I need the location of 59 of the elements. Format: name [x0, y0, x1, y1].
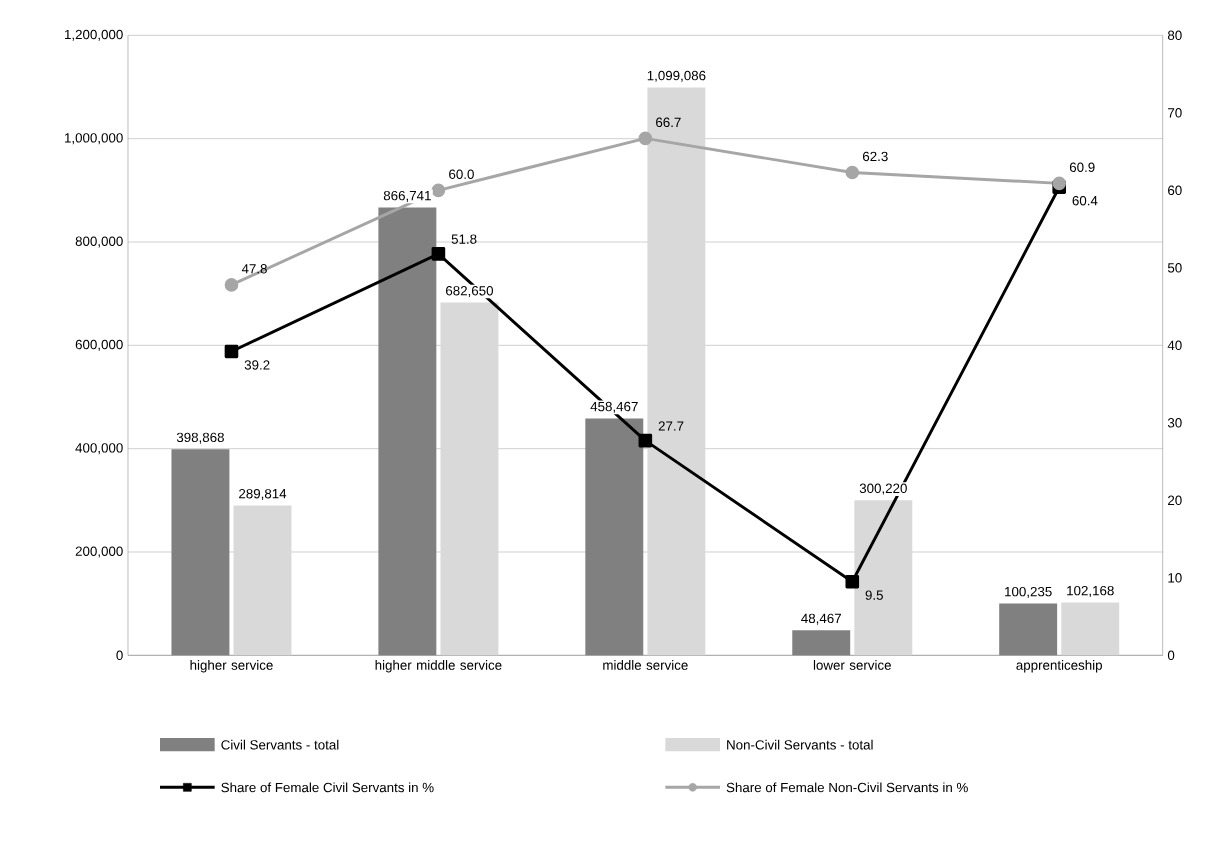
y2-tick-label: 50 — [1167, 263, 1182, 273]
data-label: 866,741 — [383, 190, 431, 202]
point — [1052, 176, 1067, 191]
data-label: 102,168 — [1067, 585, 1114, 597]
point — [845, 165, 860, 180]
data-label: 398,868 — [176, 432, 224, 444]
data-label: 47.8 — [241, 264, 267, 274]
y2-tick-label: 30 — [1167, 418, 1182, 428]
y-tick-label: 0 — [116, 650, 123, 661]
data-label: 60.4 — [1072, 195, 1098, 206]
y-tick-label: 400,000 — [75, 443, 123, 455]
y2-tick-label: 80 — [1167, 30, 1182, 41]
y2-tick-label: 70 — [1168, 108, 1182, 118]
y2-tick-label: 0 — [1167, 650, 1175, 661]
bar — [647, 87, 706, 656]
point — [431, 247, 446, 261]
point — [638, 433, 653, 448]
data-label: 100,235 — [1005, 586, 1052, 598]
point — [638, 131, 653, 146]
y-tick-label: 800,000 — [75, 236, 123, 248]
legend-label: Share of Female Non-Civil Servants in % — [726, 782, 968, 793]
data-label: 51.8 — [451, 234, 477, 244]
x-tick-label: higher middle service — [375, 660, 502, 673]
point — [224, 278, 239, 292]
data-label: 682,650 — [446, 286, 494, 298]
point — [845, 574, 860, 589]
data-label: 27.7 — [658, 421, 684, 431]
bar — [233, 505, 292, 656]
data-label: 60.0 — [449, 169, 474, 179]
y-tick-label: 1,200,000 — [65, 29, 123, 41]
data-label: 458,467 — [590, 401, 638, 413]
y-tick-label: 1,000,000 — [65, 133, 123, 145]
legend-label: Share of Female Civil Servants in % — [221, 782, 434, 793]
x-tick-label: lower service — [813, 660, 891, 670]
data-label: 62.3 — [862, 151, 888, 162]
data-label: 48,467 — [801, 613, 841, 625]
bar — [440, 302, 499, 656]
x-tick-label: apprenticeship — [1016, 660, 1102, 673]
y2-tick-label: 20 — [1168, 495, 1182, 506]
y2-tick-label: 60 — [1168, 185, 1182, 196]
bar — [1061, 602, 1120, 656]
x-tick-label: higher service — [190, 660, 273, 673]
data-label: 300,220 — [859, 483, 907, 495]
data-label: 1,099,086 — [647, 70, 706, 82]
data-label: 60.9 — [1069, 162, 1095, 172]
data-label: 66.7 — [656, 117, 681, 128]
legend-label: Civil Servants - total — [221, 739, 339, 750]
data-label: 289,814 — [239, 488, 287, 500]
x-tick-label: middle service — [603, 660, 688, 670]
y-tick-label: 200,000 — [75, 546, 123, 558]
legend-label: Non-Civil Servants - total — [727, 739, 873, 750]
data-label: 9.5 — [865, 590, 883, 600]
data-label: 39.2 — [244, 360, 270, 370]
y2-tick-label: 10 — [1168, 573, 1182, 583]
point — [431, 183, 446, 198]
bar — [854, 500, 913, 656]
y-tick-label: 600,000 — [75, 339, 123, 351]
y2-tick-label: 40 — [1167, 340, 1182, 351]
point — [224, 344, 239, 359]
